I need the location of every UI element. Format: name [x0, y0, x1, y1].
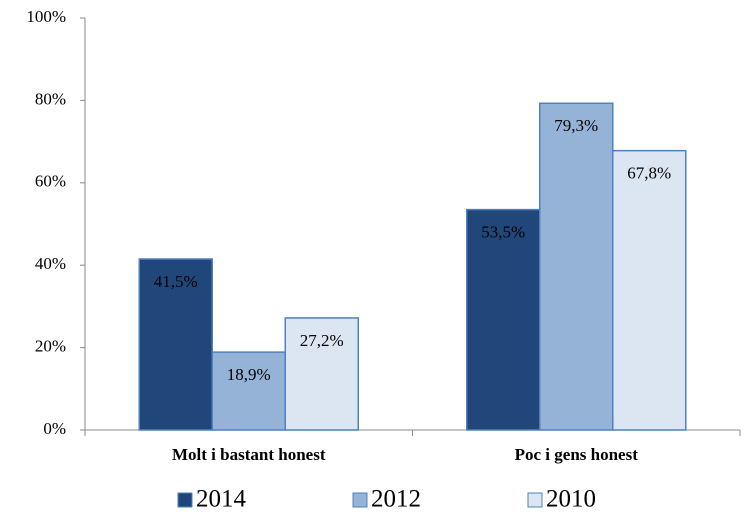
value-label: 67,8%: [627, 164, 671, 183]
value-label: 41,5%: [154, 272, 198, 291]
y-tick-label: 0%: [43, 419, 66, 438]
legend-swatch: [177, 492, 193, 508]
value-label: 18,9%: [227, 365, 271, 384]
bar: [612, 149, 687, 431]
y-tick-label: 40%: [35, 254, 66, 273]
legend-swatch: [352, 492, 368, 508]
legend-swatch: [527, 492, 543, 508]
x-tick-label: Poc i gens honest: [515, 445, 639, 464]
legend-label: 2012: [371, 486, 421, 513]
y-tick-label: 20%: [35, 337, 66, 356]
y-tick-label: 80%: [35, 89, 66, 108]
bar: [138, 258, 213, 431]
bar: [211, 351, 286, 431]
x-tick-label: Molt i bastant honest: [172, 445, 326, 464]
legend-label: 2010: [546, 486, 596, 513]
legend-label: 2014: [196, 486, 247, 513]
bar: [539, 102, 614, 431]
y-tick-label: 60%: [35, 172, 66, 191]
value-label: 79,3%: [554, 116, 598, 135]
y-tick-label: 100%: [26, 7, 66, 26]
bar: [466, 208, 541, 431]
value-label: 27,2%: [300, 331, 344, 350]
bar: [284, 317, 359, 431]
value-label: 53,5%: [481, 222, 525, 241]
